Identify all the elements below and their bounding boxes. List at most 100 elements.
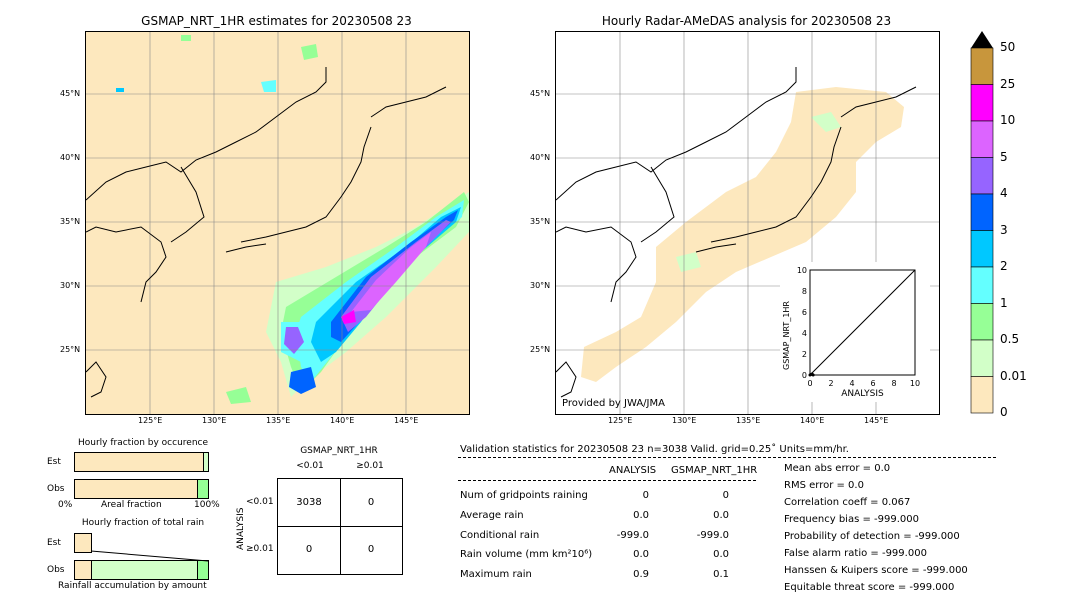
colorbar-swatch: [970, 84, 994, 122]
lat-label: 25°N: [60, 345, 81, 354]
lat-label: 45°N: [530, 89, 551, 98]
left-map-canvas: [86, 32, 469, 414]
occ-x-right: 100%: [194, 500, 220, 510]
grid-hline: [278, 526, 402, 527]
cell-00: 3038: [296, 497, 322, 508]
left-map: [85, 31, 470, 415]
row-gsmap: 0.0: [713, 549, 729, 560]
contingency-title: GSMAP_NRT_1HR: [300, 446, 378, 456]
occ-obs-rain: [197, 480, 208, 498]
lon-label: 130°E: [202, 416, 227, 425]
colorbar-swatch: [970, 230, 994, 268]
contingency-grid: 3038 0 0 0: [277, 478, 403, 575]
colorbar-swatch: [970, 303, 994, 341]
left-map-title: GSMAP_NRT_1HR estimates for 20230508 23: [141, 14, 412, 28]
lat-label: 40°N: [60, 153, 81, 162]
scatter-ytick: 10: [797, 266, 807, 275]
score-item: RMS error = 0.0: [784, 480, 864, 491]
colorbar-label: 3: [1000, 222, 1008, 237]
lat-label: 45°N: [60, 89, 81, 98]
scatter-ytick: 8: [802, 287, 807, 296]
scatter-point: [811, 373, 815, 377]
occ-obs-bar: [74, 479, 209, 499]
occ-est-bar: [74, 452, 209, 472]
tot-xlabel: Rainfall accumulation by amount: [58, 581, 207, 591]
col-header: ≥0.01: [356, 461, 384, 471]
lon-label: 140°E: [330, 416, 355, 425]
score-item: Hanssen & Kuipers score = -999.000: [784, 565, 968, 576]
lon-label: 140°E: [800, 416, 825, 425]
lon-label: 145°E: [394, 416, 419, 425]
col-analysis: ANALYSIS: [609, 465, 657, 476]
occ-x-left: 0%: [58, 500, 73, 510]
tot-obs-high: [197, 561, 208, 579]
occ-est-rain: [203, 453, 208, 471]
scatter-ytick: 2: [802, 350, 807, 359]
col-gsmap: GSMAP_NRT_1HR: [671, 465, 758, 476]
left-gridlines: [86, 32, 469, 414]
colorbar-label: 10: [1000, 113, 1016, 127]
colorbar-extend-arrow: [971, 31, 993, 48]
validation-header: Validation statistics for 20230508 23 n=…: [460, 444, 849, 455]
cell-01: 0: [367, 497, 375, 508]
score-item: Frequency bias = -999.000: [784, 514, 919, 525]
row-analysis: 0.0: [633, 510, 649, 521]
colorbar-label: 4: [1000, 186, 1008, 200]
colorbar-swatch: [970, 193, 994, 231]
row-axis-label: ANALYSIS: [236, 507, 246, 550]
lat-label: 35°N: [530, 217, 551, 226]
scatter-xtick: 2: [828, 379, 833, 388]
colorbar-swatch: [970, 339, 994, 377]
col-dash: [458, 480, 756, 481]
row-gsmap: 0.0: [713, 510, 729, 521]
row-label: Conditional rain: [460, 530, 540, 541]
lon-label: 135°E: [736, 416, 761, 425]
row-label: Num of gridpoints raining: [460, 490, 588, 501]
scatter-xtick: 10: [910, 379, 920, 388]
row-label: Maximum rain: [460, 569, 532, 580]
occ-est-label: Est: [47, 457, 61, 467]
cell-10: 0: [305, 544, 313, 555]
rain-band: [116, 35, 469, 404]
lat-label: 40°N: [530, 153, 551, 162]
colorbar-swatches: [970, 31, 994, 414]
cell-11: 0: [367, 544, 375, 555]
tot-obs-low: [75, 561, 92, 579]
score-item: Mean abs error = 0.0: [784, 463, 891, 474]
scatter-xtick: 6: [870, 379, 875, 388]
colorbar-label: 25: [1000, 76, 1016, 91]
radar-coverage: [581, 87, 904, 382]
total-rain-title: Hourly fraction of total rain: [81, 518, 205, 528]
right-coastlines: [556, 67, 917, 398]
colorbar-label: 50: [1000, 40, 1016, 54]
lon-label: 130°E: [672, 416, 697, 425]
colorbar-label: 0.01: [1000, 368, 1027, 383]
tot-est-label: Est: [47, 538, 61, 548]
left-coastlines: [86, 67, 447, 398]
row-analysis: 0.9: [633, 569, 649, 580]
score-item: Equitable threat score = -999.000: [784, 582, 955, 593]
colorbar-label: 0.5: [1000, 332, 1020, 346]
scatter-xtick: 8: [891, 379, 896, 388]
scatter-ytick: 4: [802, 329, 807, 338]
row-gsmap: 0.1: [713, 569, 729, 580]
colorbar-swatch: [970, 120, 994, 158]
score-item: Probability of detection = -999.000: [784, 531, 960, 542]
colorbar-label: 0: [1000, 405, 1008, 419]
occurence-title: Hourly fraction by occurence: [77, 438, 209, 448]
lat-label: 30°N: [60, 281, 81, 290]
lon-label: 135°E: [266, 416, 291, 425]
row-gsmap: -999.0: [696, 530, 729, 541]
scatter-ylabel: GSMAP_NRT_1HR: [782, 301, 791, 370]
scatter-diagonal: [809, 269, 916, 376]
colorbar-swatch: [970, 47, 994, 85]
scatter-xtick: 4: [849, 379, 854, 388]
colorbar-swatch: [970, 376, 994, 414]
right-map-title: Hourly Radar-AMeDAS analysis for 2023050…: [601, 14, 892, 28]
score-item: Correlation coeff = 0.067: [784, 497, 911, 508]
row-label: Rain volume (mm km²10⁶): [460, 549, 593, 560]
tot-obs-bar: [74, 560, 209, 580]
lat-label: 30°N: [530, 281, 551, 290]
colorbar-swatch: [970, 266, 994, 304]
tot-obs-label: Obs: [47, 565, 65, 575]
